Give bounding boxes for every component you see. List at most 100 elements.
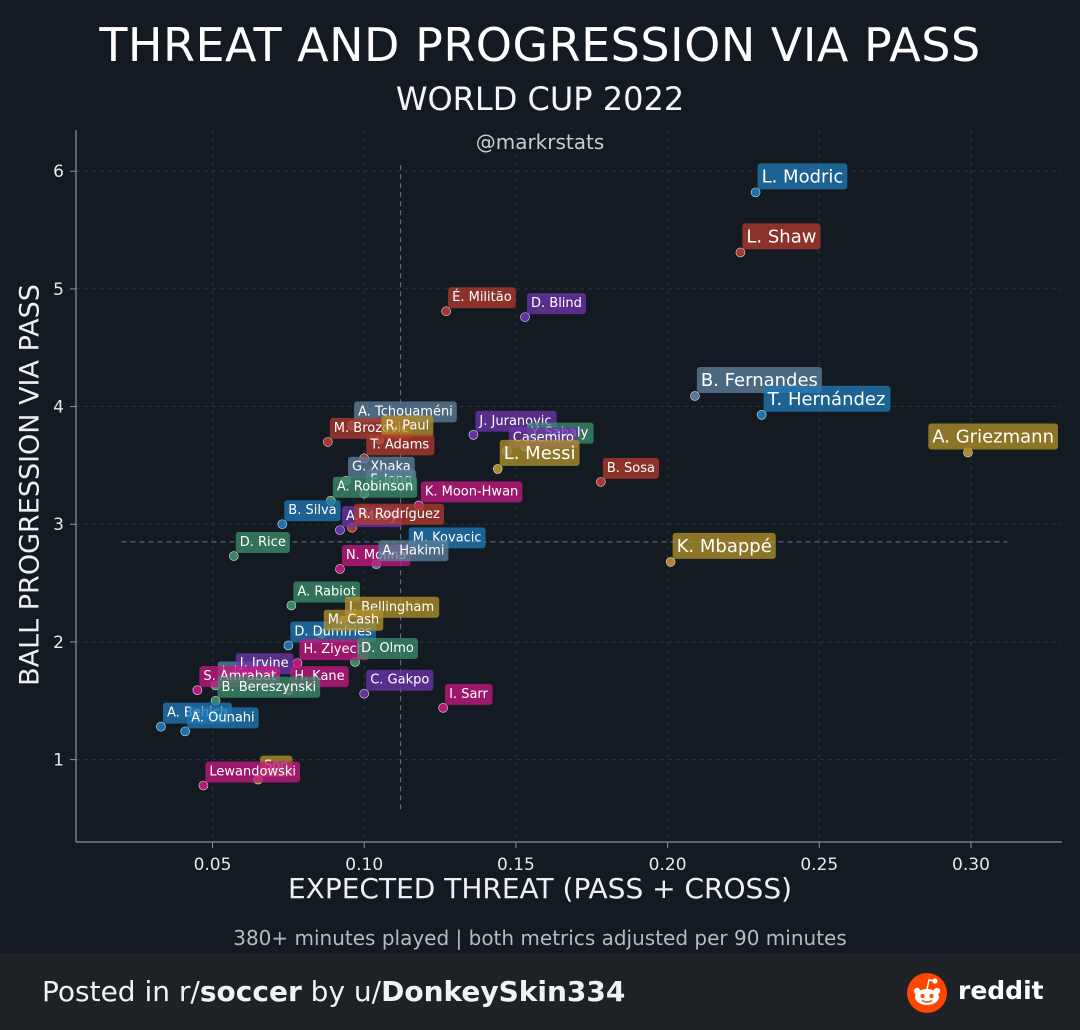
x-tick-label: 0.15 — [497, 855, 535, 870]
label-text: D. Rice — [240, 535, 286, 550]
data-point — [756, 409, 767, 420]
point-label: B. Silva — [284, 500, 341, 522]
label-text: B. Fernandes — [701, 370, 818, 391]
label-box — [928, 423, 1058, 450]
label-text: D. Blind — [531, 296, 582, 311]
data-point — [735, 247, 746, 258]
chart-credit: @markrstats — [475, 130, 605, 154]
point-label: H. Ziyech — [299, 639, 369, 661]
data-point — [750, 187, 761, 198]
label-box — [284, 500, 341, 522]
user-link[interactable]: DonkeySkin334 — [381, 975, 626, 1008]
label-text: D. Olmo — [361, 641, 414, 656]
y-axis-label-text: BALL PROGRESSION VIA PASS — [14, 284, 46, 686]
label-box — [378, 540, 449, 562]
axes: 0.05 0.10 0.15 0.20 0.25 0.30 1 2 3 4 5 6 — [53, 130, 1062, 870]
reddit-alien-icon — [907, 973, 947, 1013]
subreddit-link[interactable]: soccer — [199, 975, 302, 1008]
grid-lines — [76, 130, 1062, 842]
post-attribution: Posted in r/soccer by u/DonkeySkin334 — [42, 975, 625, 1008]
label-box — [420, 481, 523, 503]
data-point — [335, 525, 345, 535]
label-text: A. Rabiot — [297, 584, 356, 599]
label-box — [354, 503, 445, 525]
point-label: A. Ounahi — [187, 707, 259, 729]
point-label: A. Robinson — [332, 476, 418, 498]
data-point — [286, 600, 297, 611]
point-label: T. Hernández — [763, 385, 891, 412]
point-labels: L. Modric L. Shaw É. Militão D. Blind B. Fer… — [162, 163, 1058, 783]
label-text: L. Modric — [762, 166, 844, 187]
label-box — [499, 439, 580, 466]
label-box — [366, 434, 435, 456]
attribution-prefix: Posted in r/ — [42, 975, 200, 1008]
chart-subtitle: WORLD CUP 2022 — [395, 80, 685, 118]
data-point — [665, 557, 676, 567]
point-label: M. Cash — [323, 609, 384, 631]
point-label: C. Gakpo — [366, 669, 434, 691]
data-point — [323, 437, 333, 447]
reddit-wordmark: reddit — [958, 976, 1044, 1005]
label-text: K. Mbappé — [677, 536, 772, 557]
x-tick-label: 0.30 — [952, 855, 990, 870]
label-text: A. Hakimi — [382, 543, 444, 558]
label-text: B. Bereszynski — [222, 680, 317, 695]
label-box — [448, 287, 516, 309]
label-box — [187, 707, 259, 729]
label-text: M. Cash — [328, 613, 380, 628]
data-point — [283, 640, 294, 651]
point-label: D. Olmo — [357, 637, 418, 659]
y-tick-label: 1 — [53, 751, 64, 771]
scatter-plot: 0.05 0.10 0.15 0.20 0.25 0.30 1 2 3 4 5 6 L. Modric… — [53, 130, 1062, 870]
point-label: Lewandowski — [205, 761, 301, 783]
label-box — [381, 415, 434, 437]
label-text: K. Moon-Hwan — [425, 484, 518, 499]
data-point — [192, 685, 203, 695]
data-point — [690, 391, 700, 401]
label-box — [293, 581, 360, 603]
data-point — [520, 312, 530, 322]
x-tick-label: 0.20 — [649, 855, 687, 870]
label-text: L. Messi — [504, 443, 576, 464]
data-point — [228, 551, 239, 561]
label-box — [763, 385, 891, 412]
label-text: Lewandowski — [209, 765, 296, 780]
point-label: A. Hakimi — [378, 540, 449, 562]
label-box — [757, 163, 848, 190]
x-axis-label: EXPECTED THREAT (PASS + CROSS) — [287, 872, 793, 905]
point-label: D. Rice — [235, 532, 290, 554]
label-box — [217, 676, 321, 698]
y-tick-label: 5 — [53, 280, 64, 300]
data-point — [492, 464, 503, 474]
label-text: T. Adams — [369, 437, 429, 452]
x-tick-label: 0.25 — [800, 855, 838, 870]
point-label: K. Mbappé — [672, 532, 776, 559]
point-label: T. Adams — [366, 434, 435, 456]
point-label: D. Blind — [527, 293, 586, 315]
label-box — [445, 683, 493, 705]
label-text: R. Paul — [385, 419, 429, 434]
label-box — [205, 761, 301, 783]
data-point — [596, 477, 606, 487]
data-point — [277, 519, 288, 530]
label-box — [366, 669, 434, 691]
label-box — [235, 532, 290, 554]
label-box — [332, 476, 418, 498]
point-label: I. Sarr — [445, 683, 493, 705]
data-points — [156, 187, 973, 791]
chart-footnote: 380+ minutes played | both metrics adjus… — [233, 926, 847, 950]
data-point — [441, 306, 451, 317]
reddit-logo[interactable]: reddit — [906, 972, 1044, 1013]
label-box — [742, 223, 821, 250]
label-text: H. Ziyech — [303, 642, 364, 657]
label-box — [323, 609, 384, 631]
point-label: A. Griezmann — [928, 423, 1058, 450]
label-text: A. Robinson — [337, 480, 413, 495]
point-label: R. Rodríguez — [354, 503, 445, 525]
label-box — [527, 293, 586, 315]
x-tick-label: 0.10 — [345, 855, 383, 870]
label-box — [357, 637, 418, 659]
point-label: B. Bereszynski — [217, 676, 321, 698]
data-point — [468, 430, 479, 440]
label-text: B. Sosa — [607, 461, 655, 476]
